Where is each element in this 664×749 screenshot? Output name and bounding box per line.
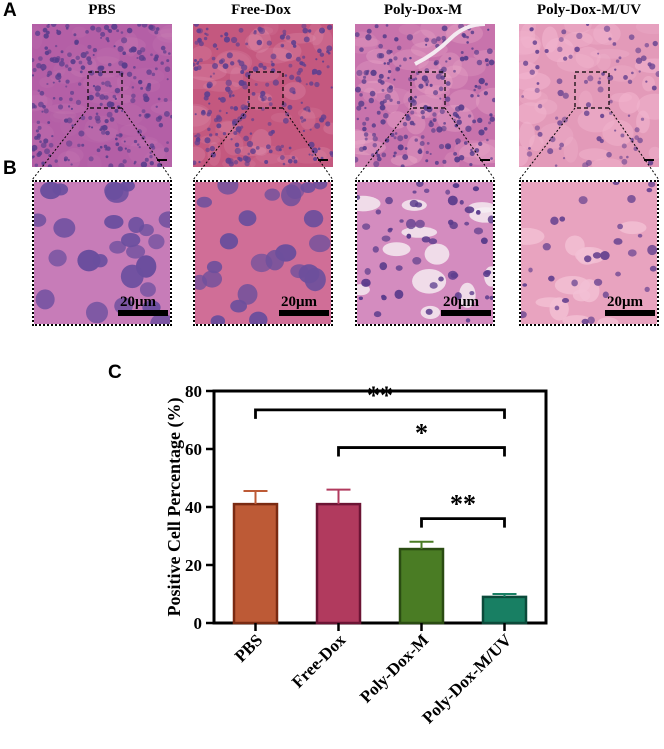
column-title-pbs: PBS: [88, 2, 116, 18]
x-tick-label: PBS: [231, 630, 266, 665]
zoom-tile-poly-dox-m-uv: [519, 180, 659, 326]
scale-bar-label-poly-dox-m: 20μm: [443, 294, 479, 310]
panel-label-c: C: [108, 362, 122, 383]
significance-bracket: [337, 446, 506, 457]
significance-bracket: [420, 517, 506, 528]
zoom-tile-free-dox: [193, 180, 333, 326]
y-tick-label: 20: [185, 556, 202, 575]
y-tick-label: 0: [194, 614, 203, 633]
y-axis-label: Positive Cell Percentage (%): [164, 397, 185, 616]
bar: [398, 547, 445, 625]
significance-label: *: [415, 419, 428, 448]
y-tick-label: 80: [185, 382, 202, 401]
scale-bar-label-poly-dox-m-uv: 20μm: [607, 294, 643, 310]
y-tick-label: 60: [185, 440, 202, 459]
significance-label: **: [450, 490, 476, 519]
micrograph-poly-dox-m: [355, 24, 495, 167]
bar: [232, 502, 279, 625]
zoom-tile-pbs: [32, 180, 172, 326]
x-tick-label: Poly-Dox-M/UV: [418, 630, 515, 727]
significance-label: **: [367, 381, 393, 410]
micrograph-pbs: [32, 24, 172, 167]
micrograph-free-dox: [193, 24, 333, 167]
column-title-free-dox: Free-Dox: [231, 2, 291, 18]
x-tick-label: Poly-Dox-M: [356, 630, 432, 706]
scale-bar-label-free-dox: 20μm: [281, 294, 317, 310]
column-title-poly-dox-m-uv: Poly-Dox-M/UV: [536, 2, 642, 18]
panel-label-b: B: [3, 158, 17, 179]
column-title-poly-dox-m: Poly-Dox-M: [383, 2, 463, 18]
zoom-tile-poly-dox-m: [355, 180, 495, 326]
scale-bar-label-pbs: 20μm: [120, 294, 156, 310]
micrograph-poly-dox-m-uv: [519, 24, 659, 167]
zoom-connector-lines: [31, 107, 660, 181]
y-tick-label: 40: [185, 498, 202, 517]
bar: [481, 595, 528, 625]
significance-bracket: [254, 408, 506, 419]
panel-label-a: A: [3, 0, 17, 21]
x-tick-label: Free-Dox: [288, 630, 350, 692]
bar: [315, 502, 362, 625]
